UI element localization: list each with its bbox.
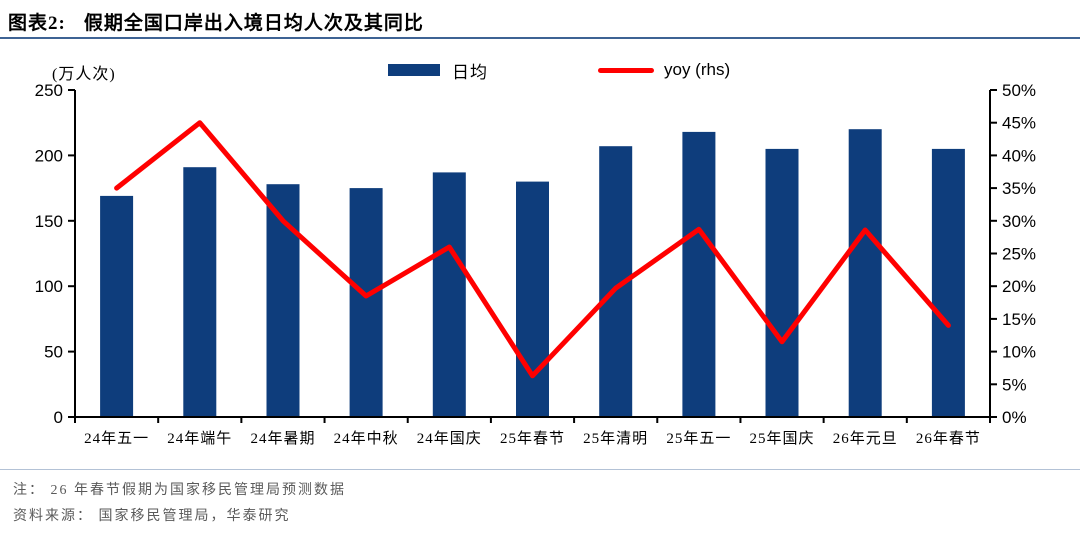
right-axis-tick-label: 0% xyxy=(1002,408,1027,427)
bar-series-swatch xyxy=(388,64,440,76)
left-axis-unit-label: (万人次) xyxy=(52,66,116,83)
bar-25年春节 xyxy=(516,181,549,416)
bar-26年春节 xyxy=(931,148,965,416)
right-axis-tick-label: 35% xyxy=(1002,179,1036,198)
bar-series-label: 日均 xyxy=(452,62,488,82)
figure-title: 图表2: 假期全国口岸出入境日均人次及其同比 xyxy=(8,8,1072,35)
bar-25年五一 xyxy=(682,131,716,416)
right-axis-tick-label: 25% xyxy=(1002,245,1036,264)
left-axis-tick-label: 200 xyxy=(35,146,63,165)
left-axis-tick-label: 0 xyxy=(54,408,63,427)
left-axis-tick-label: 100 xyxy=(35,277,63,296)
bar-24年国庆 xyxy=(432,172,466,416)
line-series-label: yoy (rhs) xyxy=(664,60,731,79)
x-axis-category-label: 24年暑期 xyxy=(250,430,315,447)
line-series-swatch xyxy=(598,67,654,73)
chart-note: 注： 26 年春节假期为国家移民管理局预测数据 xyxy=(13,483,346,498)
bar-26年元旦 xyxy=(848,129,882,416)
x-axis-category-label: 24年五一 xyxy=(84,430,149,447)
notes-divider xyxy=(0,469,1080,470)
left-axis-tick-label: 250 xyxy=(35,81,63,100)
chart-legend: 日均 yoy (rhs) xyxy=(0,58,1080,82)
left-axis-tick-label: 50 xyxy=(44,343,63,362)
title-divider xyxy=(0,37,1080,39)
x-axis-category-label: 24年国庆 xyxy=(417,430,482,447)
bar-24年端午 xyxy=(183,167,217,416)
bar-25年国庆 xyxy=(765,148,799,416)
chart-canvas: 0 50 100 150 200 250 0% 5% 10% 15% 20% 25% 30% 35% 40%… xyxy=(35,81,1036,447)
figure-title-text: 假期全国口岸出入境日均人次及其同比 xyxy=(83,13,424,34)
yoy-line xyxy=(114,120,951,379)
right-axis-tick-label: 40% xyxy=(1002,146,1036,165)
bar-24年五一 xyxy=(100,195,134,416)
x-axis-category-label: 24年端午 xyxy=(167,430,232,447)
legend-item-bars: 日均 xyxy=(388,58,488,82)
x-axis-category-label: 26年春节 xyxy=(916,430,981,447)
bar-24年中秋 xyxy=(349,188,383,416)
right-axis-tick-label: 20% xyxy=(1002,277,1036,296)
legend-item-line: yoy (rhs) xyxy=(598,58,730,82)
left-axis-tick-label: 150 xyxy=(35,212,63,231)
right-axis-tick-label: 15% xyxy=(1002,310,1036,329)
x-axis-category-label: 25年国庆 xyxy=(750,430,815,447)
right-axis-tick-label: 45% xyxy=(1002,114,1036,133)
x-axis-category-label: 25年五一 xyxy=(666,430,731,447)
x-axis-category-label: 24年中秋 xyxy=(334,430,399,447)
chart-source: 资料来源： 国家移民管理局，华泰研究 xyxy=(13,509,291,524)
right-axis-tick-label: 50% xyxy=(1002,81,1036,100)
x-axis-category-label: 26年元旦 xyxy=(833,430,898,447)
right-axis-tick-label: 10% xyxy=(1002,343,1036,362)
x-axis-category-label: 25年清明 xyxy=(583,430,648,447)
right-axis-tick-label: 30% xyxy=(1002,212,1036,231)
right-axis-tick-label: 5% xyxy=(1002,375,1027,394)
x-axis-category-label: 25年春节 xyxy=(500,430,565,447)
figure-number: 图表2: xyxy=(8,13,66,34)
